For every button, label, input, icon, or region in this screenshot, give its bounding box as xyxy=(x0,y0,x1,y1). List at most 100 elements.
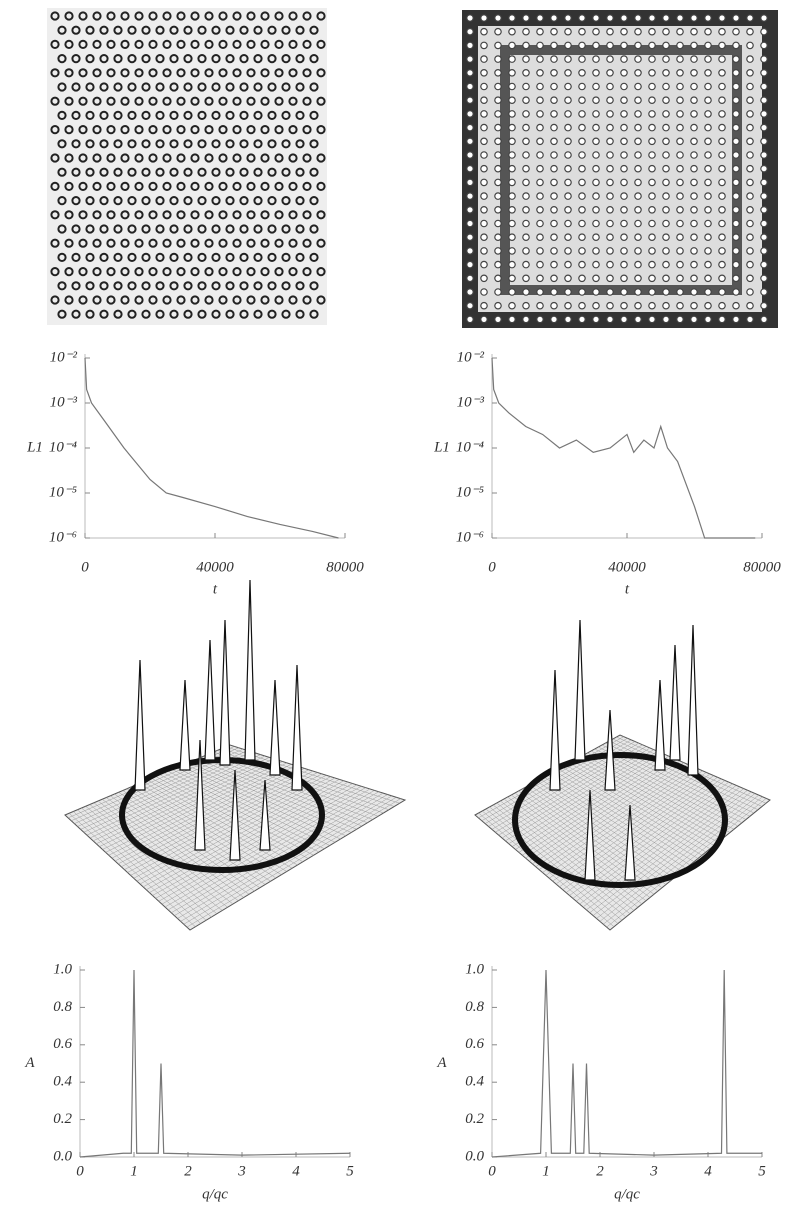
surface-peak xyxy=(655,680,665,770)
pattern-cell xyxy=(649,97,655,103)
pattern-cell xyxy=(467,193,473,199)
pattern-cell xyxy=(719,275,725,281)
pattern-cell xyxy=(761,138,767,144)
pattern-cell xyxy=(523,261,529,267)
pattern-cell xyxy=(495,207,501,213)
pattern-cell xyxy=(537,261,543,267)
x-tick-label: 40000 xyxy=(608,559,646,575)
pattern-cell xyxy=(663,15,669,21)
pattern-cell xyxy=(481,316,487,322)
pattern-cell xyxy=(579,97,585,103)
pattern-cell xyxy=(621,152,627,158)
pattern-cell xyxy=(649,152,655,158)
pattern-cell xyxy=(663,289,669,295)
pattern-cell xyxy=(663,179,669,185)
x-axis-label: q/qc xyxy=(614,1186,640,1202)
pattern-cell xyxy=(607,111,613,117)
pattern-cell xyxy=(537,152,543,158)
pattern-cell xyxy=(467,42,473,48)
pattern-cell xyxy=(677,152,683,158)
pattern-cell xyxy=(565,220,571,226)
pattern-cell xyxy=(495,193,501,199)
pattern-cell xyxy=(607,97,613,103)
pattern-cell xyxy=(509,220,515,226)
pattern-cell xyxy=(705,29,711,35)
pattern-cell xyxy=(607,220,613,226)
pattern-cell xyxy=(467,97,473,103)
pattern-cell xyxy=(551,303,557,309)
pattern-cell xyxy=(663,138,669,144)
pattern-cell xyxy=(481,42,487,48)
pattern-cell xyxy=(565,303,571,309)
pattern-cell xyxy=(495,248,501,254)
pattern-cell xyxy=(607,275,613,281)
x-tick-label: 2 xyxy=(184,1163,192,1179)
pattern-cell xyxy=(523,152,529,158)
pattern-cell xyxy=(649,166,655,172)
pattern-cell xyxy=(719,97,725,103)
pattern-cell xyxy=(635,207,641,213)
pattern-cell xyxy=(593,111,599,117)
pattern-cell xyxy=(565,97,571,103)
pattern-cell xyxy=(761,275,767,281)
pattern-cell xyxy=(635,234,641,240)
pattern-cell xyxy=(565,70,571,76)
pattern-cell xyxy=(523,138,529,144)
pattern-cell xyxy=(537,42,543,48)
surface-peak xyxy=(220,620,230,765)
x-tick-label: 0 xyxy=(488,559,496,575)
pattern-cell xyxy=(523,56,529,62)
pattern-cell xyxy=(761,56,767,62)
pattern-cell xyxy=(761,124,767,130)
pattern-cell xyxy=(593,124,599,130)
pattern-cell xyxy=(635,29,641,35)
pattern-cell xyxy=(621,97,627,103)
pattern-cell xyxy=(621,111,627,117)
pattern-cell xyxy=(747,97,753,103)
pattern-cell xyxy=(649,42,655,48)
pattern-cell xyxy=(733,97,739,103)
pattern-cell xyxy=(593,97,599,103)
pattern-cell xyxy=(747,289,753,295)
x-tick-label: 4 xyxy=(292,1163,300,1179)
pattern-cell xyxy=(509,83,515,89)
pattern-cell xyxy=(579,83,585,89)
pattern-cell xyxy=(649,261,655,267)
pattern-cell xyxy=(649,56,655,62)
pattern-cell xyxy=(481,166,487,172)
pattern-cell xyxy=(607,303,613,309)
pattern-cell xyxy=(705,42,711,48)
pattern-cell xyxy=(635,70,641,76)
x-tick-label: 4 xyxy=(704,1163,712,1179)
pattern-cell xyxy=(495,152,501,158)
surface-peak xyxy=(205,640,215,760)
pattern-cell xyxy=(705,166,711,172)
pattern-cell xyxy=(593,316,599,322)
pattern-cell xyxy=(635,97,641,103)
pattern-cell xyxy=(719,179,725,185)
pattern-cell xyxy=(719,56,725,62)
pattern-cell xyxy=(495,56,501,62)
pattern-cell xyxy=(579,220,585,226)
pattern-cell xyxy=(663,83,669,89)
pattern-cell xyxy=(649,289,655,295)
y-axis-label: L1 xyxy=(433,439,450,455)
pattern-cell xyxy=(523,70,529,76)
pattern-cell xyxy=(551,316,557,322)
pattern-cell xyxy=(719,207,725,213)
pattern-cell xyxy=(691,275,697,281)
pattern-cell xyxy=(733,124,739,130)
pattern-cell xyxy=(607,15,613,21)
pattern-cell xyxy=(761,42,767,48)
surface-peak xyxy=(245,580,255,760)
pattern-cell xyxy=(761,70,767,76)
pattern-cell xyxy=(537,303,543,309)
pattern-cell xyxy=(495,97,501,103)
pattern-cell xyxy=(467,83,473,89)
pattern-cell xyxy=(467,111,473,117)
pattern-cell xyxy=(635,193,641,199)
pattern-cell xyxy=(593,152,599,158)
pattern-cell xyxy=(733,152,739,158)
pattern-cell xyxy=(467,152,473,158)
pattern-cell xyxy=(719,83,725,89)
